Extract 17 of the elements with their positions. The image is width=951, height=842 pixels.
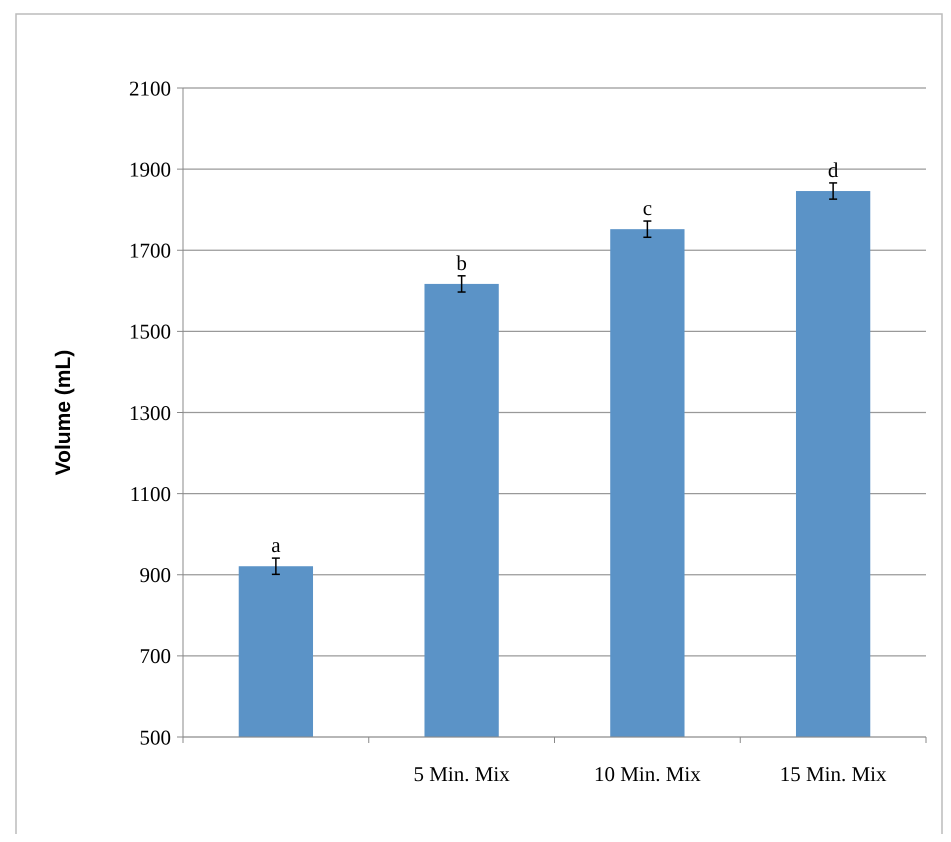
data-label: d	[828, 158, 839, 182]
y-tick-label: 1700	[129, 238, 171, 263]
y-tick-label: 1100	[130, 482, 171, 506]
y-tick-label: 500	[140, 725, 171, 750]
x-tick-label: 5 Min. Mix	[413, 762, 510, 786]
data-label: c	[642, 196, 652, 220]
y-tick-label: 700	[140, 644, 171, 668]
y-tick-label: 1900	[129, 157, 171, 182]
y-tick-label: 900	[140, 563, 171, 588]
x-tick-label: 10 Min. Mix	[594, 762, 702, 786]
y-tick-label: 1300	[129, 400, 171, 425]
y-tick-label: 1500	[129, 320, 171, 344]
data-label: b	[456, 250, 467, 275]
y-tick-label: 2100	[129, 76, 171, 100]
data-label: a	[271, 533, 282, 558]
y-axis-title: Volume (mL)	[52, 350, 75, 476]
x-tick-label: 15 Min. Mix	[780, 762, 888, 786]
